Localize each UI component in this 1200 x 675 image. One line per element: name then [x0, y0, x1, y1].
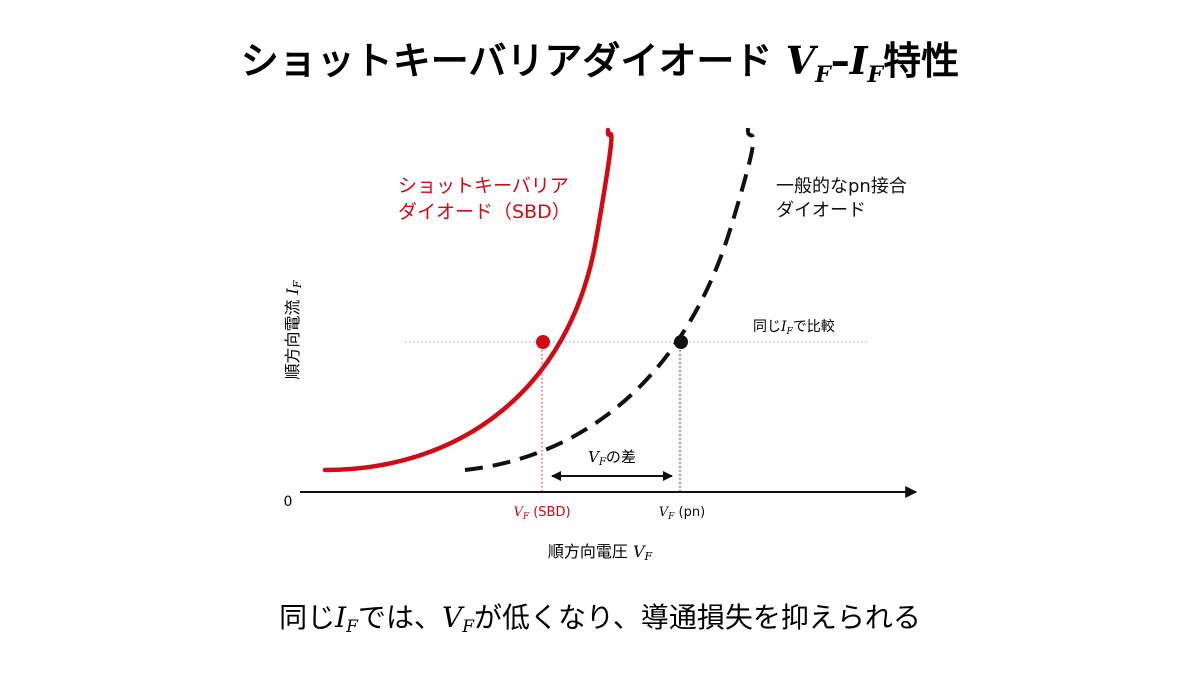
page-title: ショットキーバリアダイオード VF–IF特性 — [241, 38, 959, 88]
sbd-point — [536, 335, 550, 349]
pn-curve — [464, 127, 756, 472]
vf-sbd-label: VF (SBD) — [513, 505, 570, 522]
y-axis-title: 順方向電流 IF — [283, 280, 304, 379]
pn-point — [674, 335, 688, 349]
vf-pn-label: VF (pn) — [659, 505, 705, 522]
x-axis-title: 順方向電圧 VF — [548, 542, 653, 563]
sbd-curve — [322, 127, 614, 473]
pn-curve-label-line1: 一般的なpn接合 — [776, 176, 907, 197]
sbd-curve-label-line2: ダイオード（SBD） — [398, 201, 571, 223]
caption: 同じIFでは、VFが低くなり、導通損失を抑えられる — [279, 601, 921, 637]
compare-label: 同じIFで比較 — [753, 319, 835, 337]
pn-curve-label-line2: ダイオード — [776, 200, 866, 221]
origin-label: 0 — [284, 494, 293, 510]
sbd-curve-label-line1: ショットキーバリア — [398, 175, 569, 197]
vf-difference-label: VFの差 — [588, 448, 636, 468]
